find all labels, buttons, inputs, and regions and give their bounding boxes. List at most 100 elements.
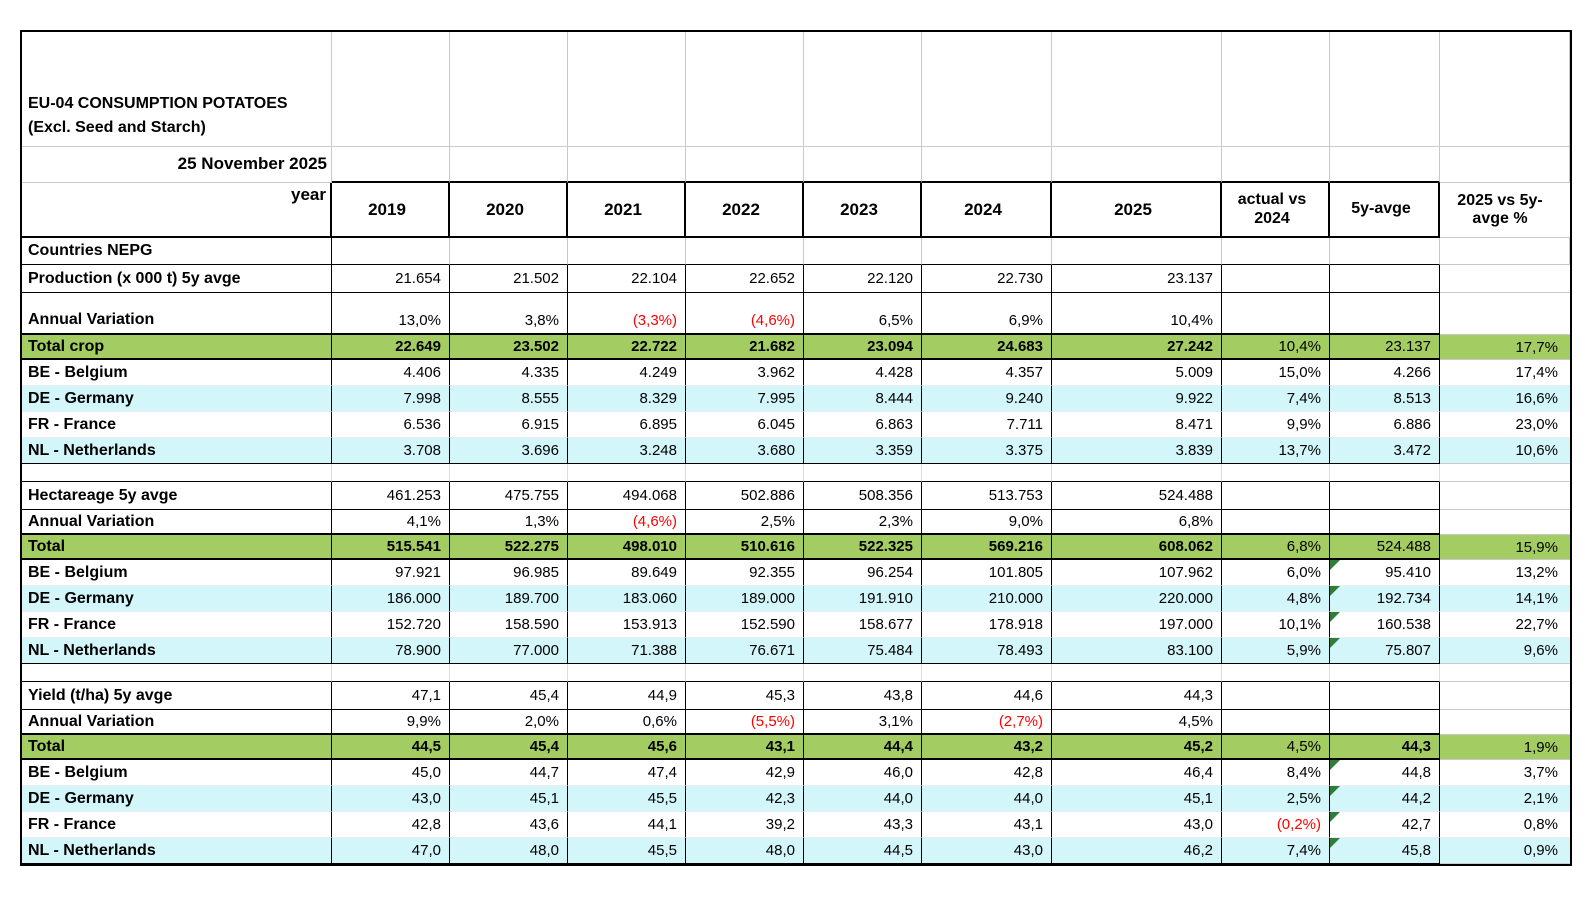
cell-2020-yield-annual-variation: 2,0%	[450, 710, 568, 735]
comment-indicator-icon	[1330, 560, 1340, 570]
cell-2019-yield-5y-avge: 47,1	[332, 682, 450, 710]
cell-2020-spacer-1	[450, 464, 568, 482]
cell-2021-title	[568, 32, 686, 147]
cell-2022-spacer-2	[686, 664, 804, 682]
cell-2022-yield-fr-france: 39,2	[686, 812, 804, 838]
cell-2025-years: 2025	[1052, 183, 1222, 238]
cell-actual-vs-2024-hectareage-total: 6,8%	[1222, 535, 1330, 560]
cell-5y-avge-production-nl-netherlands: 3.472	[1330, 438, 1440, 464]
cell-2024-total-crop: 24.683	[922, 335, 1052, 360]
row-label-hectareage-total: Total	[22, 535, 332, 560]
cell-2020-total-crop: 23.502	[450, 335, 568, 360]
cell-5y-avge-yield-annual-variation	[1330, 710, 1440, 735]
row-label-production-fr-france: FR - France	[22, 412, 332, 438]
cell-2024-spacer-1	[922, 464, 1052, 482]
cell-2022-production-de-germany: 7.995	[686, 386, 804, 412]
cell-actual-vs-2024-spacer-1	[1222, 464, 1330, 482]
cell-2024-production-annual-variation: 6,9%	[922, 293, 1052, 335]
cell-2023-countries-nepg	[804, 238, 922, 265]
cell-2020-production-nl-netherlands: 3.696	[450, 438, 568, 464]
cell-5y-avge-yield-nl-netherlands: 45,8	[1330, 838, 1440, 864]
cell-actual-vs-2024-hectareage-fr-france: 10,1%	[1222, 612, 1330, 638]
cell-2019-production-de-germany: 7.998	[332, 386, 450, 412]
row-countries-nepg: Countries NEPG	[22, 238, 1570, 265]
row-label-hectareage-annual-variation: Annual Variation	[22, 510, 332, 535]
cell-5y-avge-yield-total: 44,3	[1330, 735, 1440, 760]
cell-actual-vs-2024-production-fr-france: 9,9%	[1222, 412, 1330, 438]
row-label-yield-5y-avge: Yield (t/ha) 5y avge	[22, 682, 332, 710]
cell-2025-vs-5y-avge-pct-production-be-belgium: 17,4%	[1440, 360, 1570, 386]
cell-2023-yield-nl-netherlands: 44,5	[804, 838, 922, 864]
row-label-years: year	[22, 183, 332, 238]
cell-2024-countries-nepg	[922, 238, 1052, 265]
cell-2023-production-5y-avge: 22.120	[804, 265, 922, 293]
cell-2021-countries-nepg	[568, 238, 686, 265]
cell-5y-avge-yield-de-germany: 44,2	[1330, 786, 1440, 812]
row-label-hectareage-5y-avge: Hectareage 5y avge	[22, 482, 332, 510]
cell-2020-yield-be-belgium: 44,7	[450, 760, 568, 786]
cell-2025-vs-5y-avge-pct-yield-de-germany: 2,1%	[1440, 786, 1570, 812]
row-label-spacer-1	[22, 464, 332, 482]
cell-2025-yield-annual-variation: 4,5%	[1052, 710, 1222, 735]
cell-2020-hectareage-nl-netherlands: 77.000	[450, 638, 568, 664]
cell-2024-production-fr-france: 7.711	[922, 412, 1052, 438]
row-label-hectareage-de-germany: DE - Germany	[22, 586, 332, 612]
cell-2025-spacer-2	[1052, 664, 1222, 682]
cell-2023-title	[804, 32, 922, 147]
row-hectareage-annual-variation: Annual Variation 4,1% 1,3% (4,6%) 2,5% 2,3% 9,…	[22, 510, 1570, 535]
cell-2022-production-nl-netherlands: 3.680	[686, 438, 804, 464]
cell-2025-hectareage-be-belgium: 107.962	[1052, 560, 1222, 586]
cell-2022-hectareage-5y-avge: 502.886	[686, 482, 804, 510]
cell-2021-hectareage-total: 498.010	[568, 535, 686, 560]
cell-2021-spacer-1	[568, 464, 686, 482]
cell-5y-avge-production-5y-avge	[1330, 265, 1440, 293]
cell-2025-production-annual-variation: 10,4%	[1052, 293, 1222, 335]
cell-2021-spacer-2	[568, 664, 686, 682]
row-production-be-belgium: BE - Belgium 4.406 4.335 4.249 3.962 4.428 4.3…	[22, 360, 1570, 386]
cell-2023-production-fr-france: 6.863	[804, 412, 922, 438]
row-date: 25 November 2025	[22, 147, 1570, 183]
cell-2025-yield-5y-avge: 44,3	[1052, 682, 1222, 710]
cell-2024-yield-annual-variation: (2,7%)	[922, 710, 1052, 735]
cell-2024-title	[922, 32, 1052, 147]
cell-2024-production-nl-netherlands: 3.375	[922, 438, 1052, 464]
cell-2025-vs-5y-avge-pct-hectareage-total: 15,9%	[1440, 535, 1570, 560]
cell-2022-yield-5y-avge: 45,3	[686, 682, 804, 710]
cell-2025-production-be-belgium: 5.009	[1052, 360, 1222, 386]
cell-2020-hectareage-be-belgium: 96.985	[450, 560, 568, 586]
cell-2022-date	[686, 147, 804, 183]
cell-5y-avge-years: 5y-avge	[1330, 183, 1440, 238]
row-yield-de-germany: DE - Germany 43,0 45,1 45,5 42,3 44,0 44,0 45,1…	[22, 786, 1570, 812]
row-yield-annual-variation: Annual Variation 9,9% 2,0% 0,6% (5,5%) 3,1% (2…	[22, 710, 1570, 735]
row-label-date: 25 November 2025	[22, 147, 332, 183]
cell-2025-hectareage-fr-france: 197.000	[1052, 612, 1222, 638]
cell-actual-vs-2024-title	[1222, 32, 1330, 147]
cell-2020-spacer-2	[450, 664, 568, 682]
cell-2024-date	[922, 147, 1052, 183]
cell-2019-spacer-1	[332, 464, 450, 482]
cell-5y-avge-hectareage-annual-variation	[1330, 510, 1440, 535]
row-label-yield-be-belgium: BE - Belgium	[22, 760, 332, 786]
cell-actual-vs-2024-yield-de-germany: 2,5%	[1222, 786, 1330, 812]
cell-2025-yield-total: 45,2	[1052, 735, 1222, 760]
cell-actual-vs-2024-production-be-belgium: 15,0%	[1222, 360, 1330, 386]
cell-2023-production-annual-variation: 6,5%	[804, 293, 922, 335]
cell-2019-production-nl-netherlands: 3.708	[332, 438, 450, 464]
cell-2024-yield-fr-france: 43,1	[922, 812, 1052, 838]
comment-indicator-icon	[1330, 838, 1340, 848]
row-label-countries-nepg: Countries NEPG	[22, 238, 332, 265]
cell-2025-hectareage-annual-variation: 6,8%	[1052, 510, 1222, 535]
cell-2021-yield-total: 45,6	[568, 735, 686, 760]
cell-2021-production-nl-netherlands: 3.248	[568, 438, 686, 464]
cell-2025-hectareage-5y-avge: 524.488	[1052, 482, 1222, 510]
row-hectareage-fr-france: FR - France 152.720 158.590 153.913 152.590 1…	[22, 612, 1570, 638]
cell-5y-avge-hectareage-total: 524.488	[1330, 535, 1440, 560]
cell-2025-vs-5y-avge-pct-date	[1440, 147, 1570, 183]
cell-2019-production-annual-variation: 13,0%	[332, 293, 450, 335]
cell-2025-vs-5y-avge-pct-years: 2025 vs 5y-avge %	[1440, 183, 1570, 238]
cell-5y-avge-production-be-belgium: 4.266	[1330, 360, 1440, 386]
cell-actual-vs-2024-spacer-2	[1222, 664, 1330, 682]
cell-2019-spacer-2	[332, 664, 450, 682]
row-yield-total: Total 44,5 45,4 45,6 43,1 44,4 43,2 45,2 4,5% 44,…	[22, 735, 1570, 760]
cell-2022-production-annual-variation: (4,6%)	[686, 293, 804, 335]
